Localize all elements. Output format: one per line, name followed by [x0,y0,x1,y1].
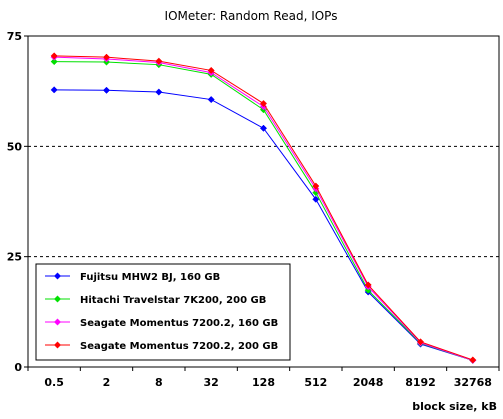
data-point-marker [50,58,58,66]
y-tick-label: 50 [7,140,23,153]
legend-label: Seagate Momentus 7200.2, 160 GB [80,318,278,329]
data-point-marker [50,52,58,60]
y-axis-ticks: 0 25 50 75 [7,30,28,374]
legend-marker [53,341,62,349]
data-point-marker [364,281,372,289]
data-point-marker [50,86,58,94]
x-tick-label: 8192 [405,376,436,389]
legend-label: Fujitsu MHW2 BJ, 160 GB [80,272,220,283]
data-point-marker [259,124,268,132]
data-point-marker [312,182,320,190]
y-tick-label: 75 [7,30,22,43]
legend-box [35,263,291,361]
data-point-marker [469,356,477,364]
legend-marker [53,272,62,280]
x-tick-label: 512 [304,376,327,389]
series-lines [50,52,477,364]
x-tick-label: 32 [204,376,219,389]
chart-title: IOMeter: Random Read, IOPs [165,9,338,23]
data-point-marker [207,66,215,74]
data-point-marker [259,99,268,108]
legend: Fujitsu MHW2 BJ, 160 GB Hitachi Travelsta… [35,263,291,361]
x-tick-label: 2048 [353,376,384,389]
legend-entry: Fujitsu MHW2 BJ, 160 GB [45,272,220,283]
x-axis-ticks: 0.5 2 8 32 128 512 2048 8192 32768 [27,367,500,389]
data-point-marker [102,86,111,94]
x-tick-label: 128 [252,376,275,389]
legend-entry: Seagate Momentus 7200.2, 160 GB [45,318,278,329]
data-point-marker [312,195,320,203]
legend-marker [53,295,62,303]
gridlines [28,145,499,258]
x-tick-label: 32768 [454,376,492,389]
data-point-marker [155,57,163,65]
data-point-marker [207,95,215,104]
legend-marker [53,318,62,326]
legend-entry: Hitachi Travelstar 7K200, 200 GB [45,295,266,306]
x-axis-label: block size, kB [412,400,497,413]
data-point-marker [102,53,111,61]
x-tick-label: 0.5 [44,376,64,389]
y-tick-label: 0 [14,361,22,374]
plot-area-frame [27,35,500,368]
y-tick-label: 25 [7,251,22,264]
legend-label: Seagate Momentus 7200.2, 200 GB [80,341,278,352]
legend-label: Hitachi Travelstar 7K200, 200 GB [80,295,266,306]
series-4 [50,52,477,364]
data-point-marker [155,88,163,96]
x-tick-label: 2 [103,376,111,389]
legend-entry: Seagate Momentus 7200.2, 200 GB [45,341,278,352]
x-tick-label: 8 [155,376,163,389]
data-point-marker [416,338,425,346]
